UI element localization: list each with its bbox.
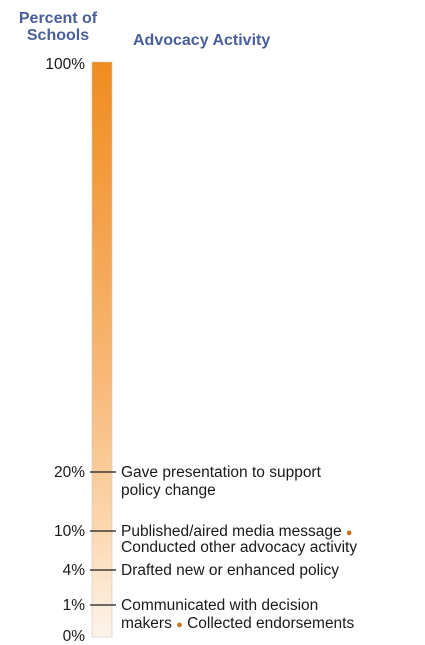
activity-label: policy change <box>121 482 216 499</box>
bullet-separator: ● <box>176 619 183 631</box>
activity-label: Conducted other advocacy activity <box>121 539 357 556</box>
activity-label: Drafted new or enhanced policy <box>121 562 339 579</box>
activity-label: Gave presentation to support <box>121 464 322 481</box>
y-tick-label: 100% <box>45 56 85 73</box>
y-tick-label: 10% <box>54 523 85 540</box>
y-tick-label: 4% <box>63 562 86 579</box>
activity-label: Published/aired media message ● <box>121 523 353 540</box>
activity-axis-title: Advocacy Activity <box>133 32 271 49</box>
y-axis-title: Percent of Schools <box>18 10 98 44</box>
y-tick-label: 1% <box>63 597 86 614</box>
percent-bar <box>91 61 113 638</box>
activity-label: Communicated with decision <box>121 597 318 614</box>
y-tick-label: 0% <box>63 628 86 645</box>
y-tick-label: 20% <box>54 464 85 481</box>
bullet-separator: ● <box>346 527 353 539</box>
activity-label: makers ● Collected endorsements <box>121 615 354 632</box>
